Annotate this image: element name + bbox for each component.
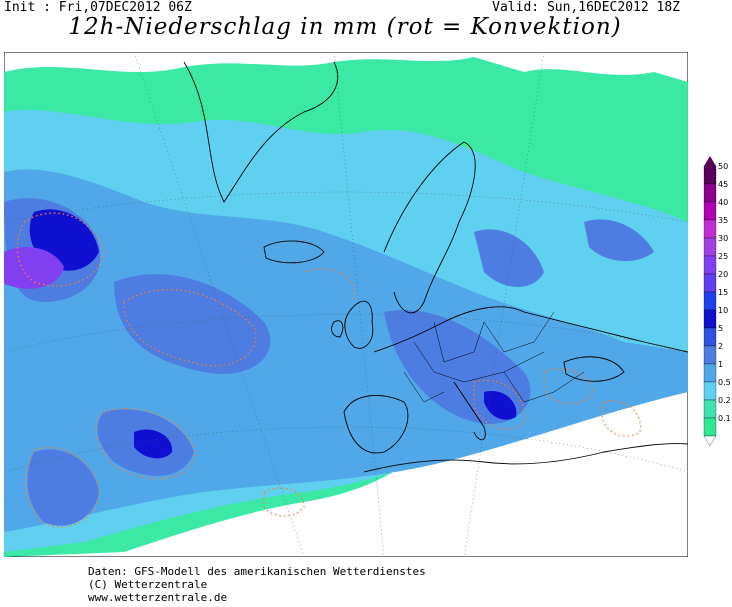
legend-level-label: 15 bbox=[718, 288, 729, 297]
legend-level-label: 25 bbox=[718, 252, 729, 261]
coastlines bbox=[183, 61, 688, 473]
legend-level-label: 45 bbox=[718, 180, 729, 189]
legend-swatch bbox=[703, 417, 717, 437]
legend-level-label: 35 bbox=[718, 216, 729, 225]
legend-swatch bbox=[703, 381, 717, 401]
precipitation-map bbox=[4, 52, 688, 557]
convection-contours bbox=[16, 212, 642, 528]
legend-swatch bbox=[703, 399, 717, 419]
legend-top-tip bbox=[704, 156, 716, 166]
legend-swatch bbox=[703, 219, 717, 239]
legend-swatch bbox=[703, 273, 717, 293]
legend-level-label: 1 bbox=[718, 360, 724, 369]
legend-level-label: 2 bbox=[718, 342, 724, 351]
footer-website: www.wetterzentrale.de bbox=[88, 591, 228, 604]
legend-level-label: 30 bbox=[718, 234, 729, 243]
legend-level-label: 0.2 bbox=[718, 396, 731, 405]
legend-level-label: 5 bbox=[718, 324, 724, 333]
legend-bottom-tip bbox=[703, 435, 717, 447]
legend-swatch bbox=[703, 345, 717, 365]
legend-swatch bbox=[703, 291, 717, 311]
legend-level-label: 10 bbox=[718, 306, 729, 315]
precip-strong bbox=[29, 209, 517, 459]
precip-violet bbox=[4, 247, 64, 289]
legend-swatch bbox=[703, 183, 717, 203]
init-time: Init : Fri,07DEC2012 06Z bbox=[4, 0, 192, 15]
legend-level-label: 20 bbox=[718, 270, 729, 279]
legend-colorbar bbox=[703, 156, 717, 447]
legend-swatch bbox=[703, 255, 717, 275]
legend-swatch bbox=[703, 363, 717, 383]
legend-level-label: 50 bbox=[718, 162, 729, 171]
map-title: 12h-Niederschlag in mm (rot = Konvektion… bbox=[68, 14, 622, 40]
legend-swatch bbox=[703, 327, 717, 347]
legend-swatch bbox=[703, 309, 717, 329]
legend-level-label: 40 bbox=[718, 198, 729, 207]
legend-swatch bbox=[703, 165, 717, 185]
footer: Daten: GFS-Modell des amerikanischen Wet… bbox=[88, 565, 426, 604]
map-grid bbox=[4, 52, 688, 557]
legend-swatch bbox=[703, 237, 717, 257]
legend-swatch bbox=[703, 201, 717, 221]
footer-copyright: (C) Wetterzentrale bbox=[88, 578, 208, 591]
footer-data-source: Daten: GFS-Modell des amerikanischen Wet… bbox=[88, 565, 426, 578]
precip-legend bbox=[703, 156, 717, 447]
legend-level-label: 0.1 bbox=[718, 414, 731, 423]
legend-level-label: 0.5 bbox=[718, 378, 731, 387]
country-borders bbox=[403, 311, 585, 403]
valid-time: Valid: Sun,16DEC2012 18Z bbox=[492, 0, 680, 15]
